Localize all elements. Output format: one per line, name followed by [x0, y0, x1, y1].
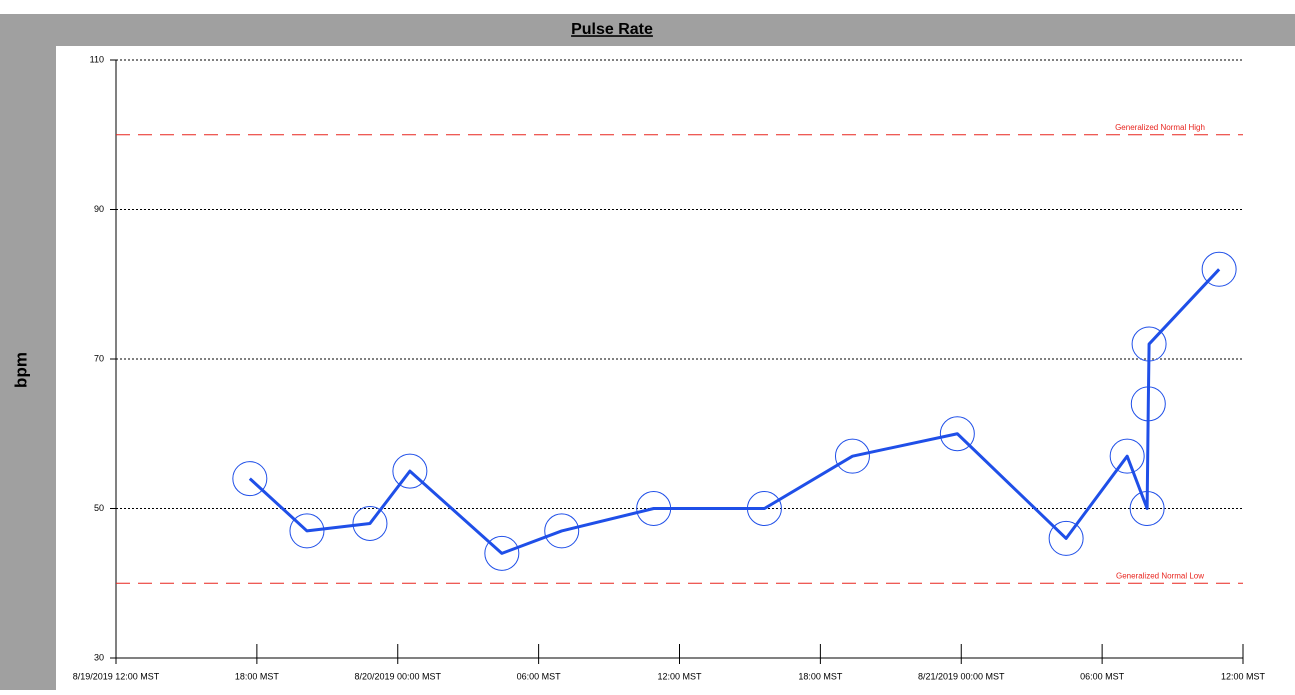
y-tick-label: 50 — [94, 503, 104, 513]
x-tick-label: 06:00 MST — [517, 671, 562, 681]
data-point — [392, 453, 428, 489]
reference-label: Generalized Normal Low — [1116, 571, 1204, 580]
y-axis-title: bpm — [11, 352, 30, 388]
x-tick-label: 18:00 MST — [798, 671, 843, 681]
data-point — [1129, 491, 1165, 526]
x-tick-label: 12:00 MST — [1221, 671, 1266, 681]
plot-background — [56, 46, 1295, 690]
data-point — [232, 461, 268, 497]
data-point — [352, 505, 388, 541]
x-tick-label: 12:00 MST — [657, 671, 702, 681]
data-point — [1130, 386, 1166, 422]
data-point — [636, 491, 672, 526]
x-tick-label: 18:00 MST — [235, 671, 280, 681]
y-tick-label: 70 — [94, 353, 104, 363]
data-point — [544, 513, 580, 549]
y-tick-label: 110 — [90, 54, 104, 64]
reference-label: Generalized Normal High — [1115, 123, 1205, 132]
y-tick-label: 30 — [94, 652, 104, 662]
data-point — [1201, 251, 1237, 287]
x-tick-label: 8/19/2019 12:00 MST — [73, 671, 160, 681]
data-point — [834, 438, 870, 474]
data-point — [1109, 438, 1145, 474]
x-tick-label: 8/20/2019 00:00 MST — [354, 671, 441, 681]
y-tick-label: 90 — [94, 204, 104, 214]
data-point — [746, 491, 782, 526]
data-point — [1131, 326, 1167, 362]
x-tick-label: 06:00 MST — [1080, 671, 1125, 681]
data-point — [939, 416, 975, 452]
data-line — [248, 268, 1221, 555]
x-tick-label: 8/21/2019 00:00 MST — [918, 671, 1005, 681]
data-point — [484, 535, 520, 571]
data-point — [289, 513, 325, 549]
chart-title: Pulse Rate — [571, 21, 653, 38]
data-point — [1048, 520, 1084, 556]
